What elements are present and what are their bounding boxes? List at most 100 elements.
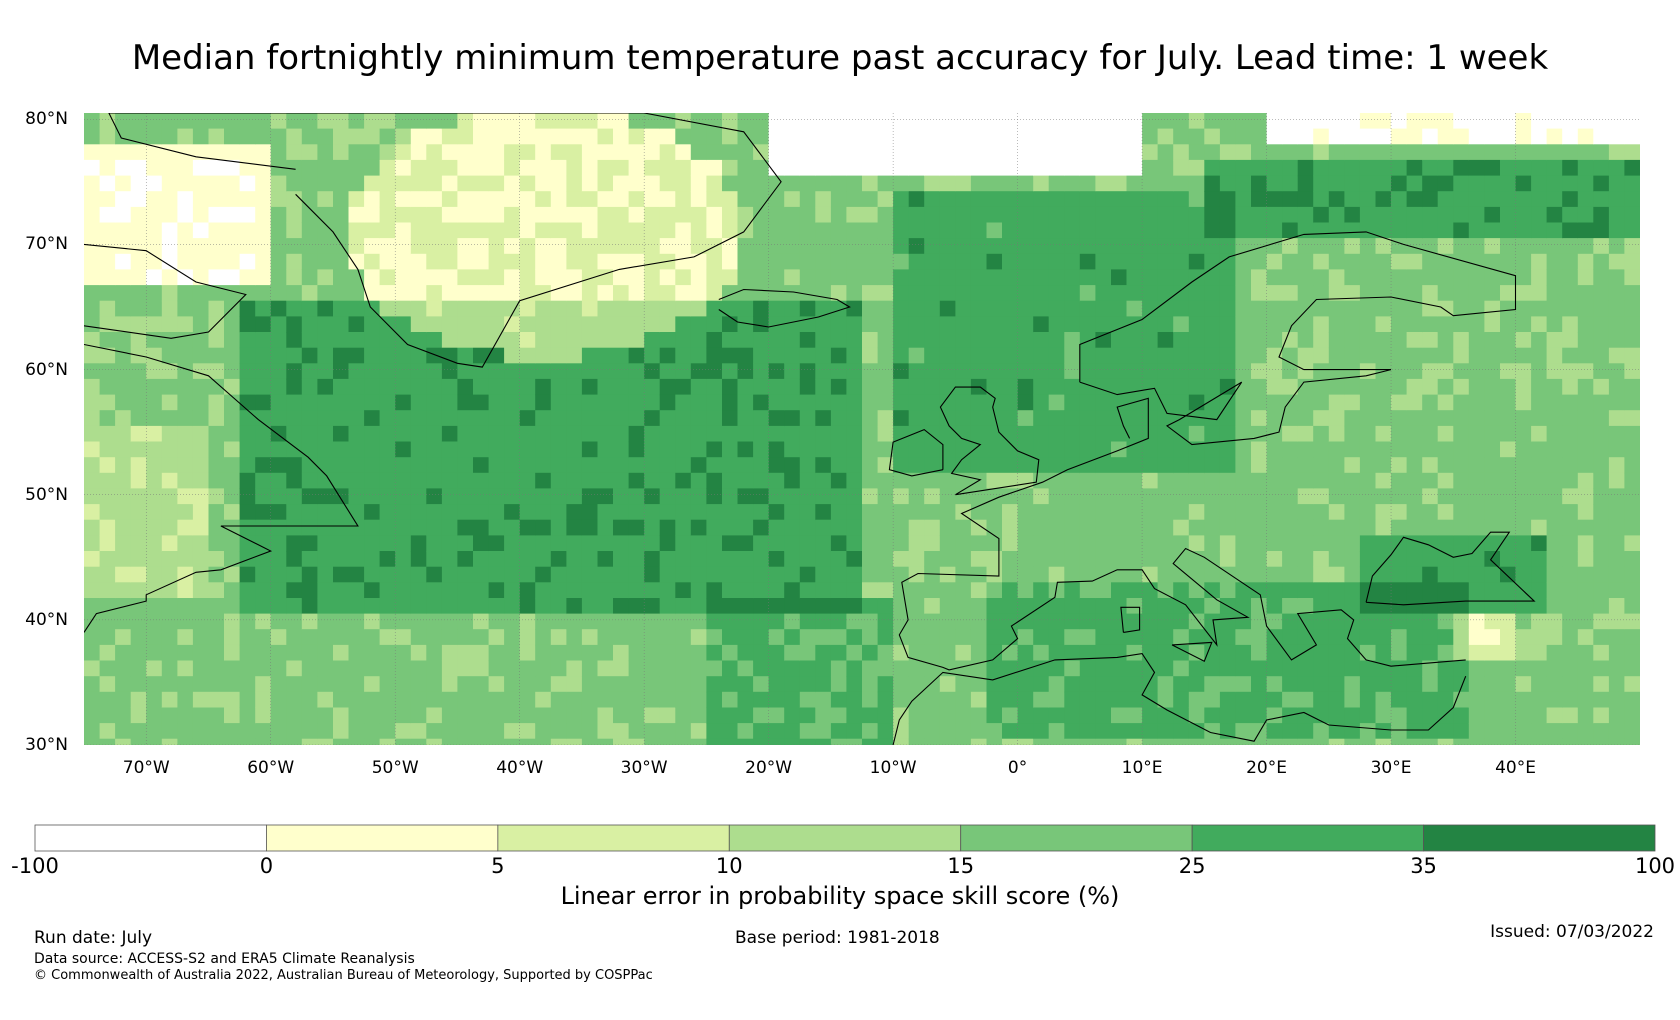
skill-cell xyxy=(1048,269,1065,286)
skill-cell xyxy=(753,582,770,599)
skill-cell xyxy=(753,676,770,693)
skill-cell xyxy=(535,410,552,427)
colorbar-segment xyxy=(1423,824,1656,852)
skill-cell xyxy=(115,206,132,224)
skill-cell xyxy=(1157,128,1174,145)
skill-cell xyxy=(1282,191,1299,208)
skill-cell xyxy=(1048,566,1065,583)
skill-cell xyxy=(1531,723,1548,740)
skill-cell xyxy=(1251,222,1268,239)
skill-cell xyxy=(706,472,723,489)
skill-cell xyxy=(581,644,599,662)
skill-cell xyxy=(1157,519,1174,536)
skill-cell xyxy=(1391,613,1408,630)
skill-cell xyxy=(784,723,801,740)
skill-cell xyxy=(784,410,801,427)
skill-cell xyxy=(519,316,536,333)
skill-cell xyxy=(784,394,801,411)
skill-cell xyxy=(768,253,785,270)
skill-cell xyxy=(1328,535,1345,552)
skill-cell xyxy=(270,363,287,380)
skill-cell xyxy=(395,300,412,317)
skill-cell xyxy=(84,269,101,286)
skill-cell xyxy=(301,488,318,505)
skill-cell xyxy=(784,128,801,145)
skill-cell xyxy=(1002,285,1019,302)
skill-cell xyxy=(644,472,661,489)
skill-cell xyxy=(441,285,459,302)
skill-cell xyxy=(286,144,303,161)
skill-cell xyxy=(301,144,318,161)
skill-cell xyxy=(1577,472,1594,489)
skill-cell xyxy=(986,582,1003,599)
skill-cell xyxy=(1033,457,1050,474)
skill-cell xyxy=(535,253,552,270)
skill-cell xyxy=(659,488,676,505)
skill-cell xyxy=(301,441,318,458)
skill-cell xyxy=(1328,488,1345,505)
skill-cell xyxy=(566,441,583,458)
skill-cell xyxy=(333,128,350,145)
data-source: Data source: ACCESS-S2 and ERA5 Climate … xyxy=(34,951,415,967)
skill-cell xyxy=(877,738,894,745)
skill-cell xyxy=(830,144,848,161)
skill-cell xyxy=(1453,332,1470,349)
skill-cell xyxy=(1437,457,1454,474)
skill-cell xyxy=(99,707,116,724)
skill-cell xyxy=(488,222,505,239)
skill-cell xyxy=(1095,144,1112,161)
skill-cell xyxy=(1048,332,1065,349)
skill-cell xyxy=(846,441,863,458)
skill-cell xyxy=(1391,551,1408,568)
skill-cell xyxy=(333,519,350,536)
skill-cell xyxy=(815,598,832,615)
skill-cell xyxy=(1048,457,1065,474)
skill-cell xyxy=(1437,347,1454,364)
skill-cell xyxy=(628,598,645,615)
skill-cell xyxy=(457,676,474,693)
skill-cell xyxy=(519,347,536,364)
skill-cell xyxy=(1017,707,1034,724)
skill-cell xyxy=(1593,175,1610,192)
skill-cell xyxy=(1173,535,1190,552)
skill-cell xyxy=(799,175,816,192)
skill-cell xyxy=(1173,629,1190,646)
skill-cell xyxy=(99,441,116,458)
skill-cell xyxy=(955,159,972,177)
skill-cell xyxy=(644,206,661,224)
skill-cell xyxy=(504,238,521,255)
skill-cell xyxy=(1204,144,1221,161)
skill-cell xyxy=(675,363,692,380)
skill-cell xyxy=(1359,472,1377,489)
skill-cell xyxy=(924,206,941,224)
skill-cell xyxy=(1546,191,1563,208)
skill-cell xyxy=(255,410,272,427)
skill-cell xyxy=(1173,222,1190,239)
skill-cell xyxy=(690,222,707,239)
skill-cell xyxy=(566,332,583,349)
skill-cell xyxy=(908,300,925,317)
skill-cell xyxy=(379,566,396,583)
skill-cell xyxy=(1064,347,1081,364)
skill-cell xyxy=(675,269,692,286)
skill-cell xyxy=(877,660,894,677)
skill-cell xyxy=(1406,175,1423,192)
skill-cell xyxy=(862,363,879,380)
skill-cell xyxy=(628,707,645,724)
skill-cell xyxy=(613,660,630,677)
skill-cell xyxy=(333,394,350,411)
skill-cell xyxy=(1359,316,1377,333)
skill-cell xyxy=(410,691,427,708)
skill-cell xyxy=(1079,269,1096,286)
skill-cell xyxy=(815,378,832,396)
skill-cell xyxy=(301,175,318,192)
skill-cell xyxy=(722,551,739,568)
skill-cell xyxy=(441,332,459,349)
skill-cell xyxy=(1468,175,1485,192)
skill-cell xyxy=(441,691,459,708)
skill-cell xyxy=(519,660,536,677)
skill-cell xyxy=(333,457,350,474)
skill-cell xyxy=(457,691,474,708)
skill-cell xyxy=(379,332,396,349)
skill-cell xyxy=(535,691,552,708)
